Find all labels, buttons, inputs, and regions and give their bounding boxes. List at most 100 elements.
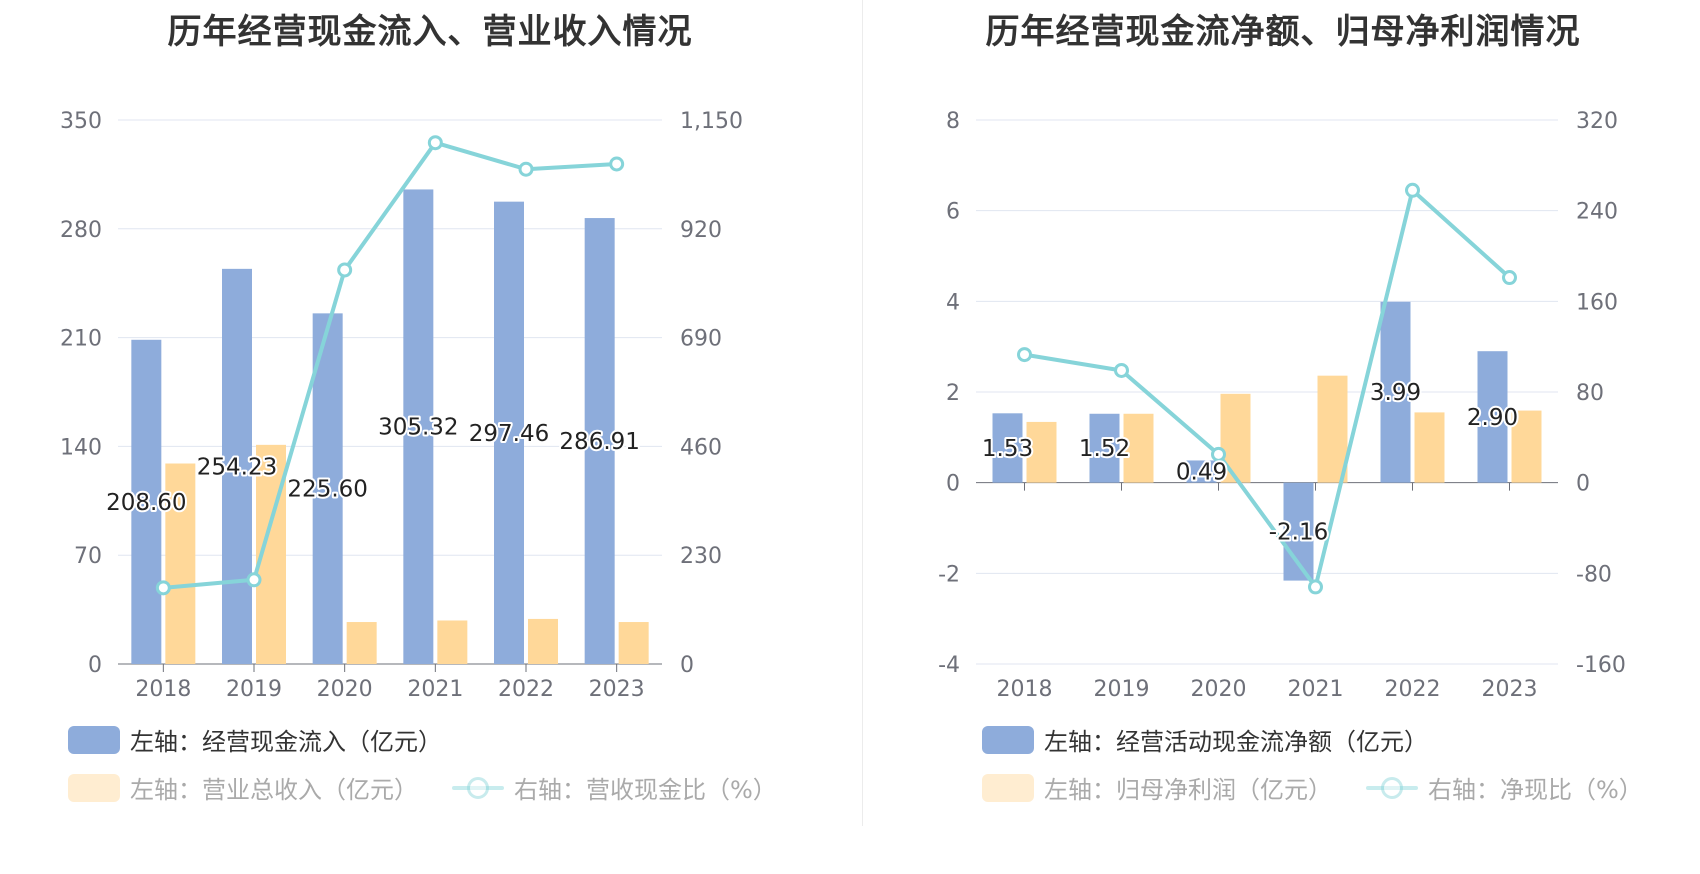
ratio-line [1024, 188, 1511, 589]
bar-data-label: 297.46 [469, 421, 549, 447]
right-axis-tick-label: 320 [1576, 109, 1618, 134]
x-axis-tick-label: 2022 [498, 677, 554, 702]
left-axis-tick-label: 280 [60, 218, 102, 243]
bar-primary [403, 189, 434, 664]
bar-data-label: 286.91 [559, 429, 639, 455]
right-axis-tick-label: 80 [1576, 381, 1604, 406]
legend-item-net-profit[interactable]: 左轴：归母净利润（亿元） [982, 770, 1332, 805]
right-axis-tick-label: 160 [1576, 290, 1618, 315]
bar-primary [494, 201, 524, 664]
ratio-point [1405, 182, 1420, 198]
legend-item-cash-ratio[interactable]: 右轴：营收现金比（%） [452, 770, 777, 805]
bar-secondary [1220, 393, 1251, 483]
legend-item-net-cash[interactable]: 左轴：经营活动现金流净额（亿元） [982, 722, 1428, 757]
legend-label: 左轴：经营活动现金流净额（亿元） [1044, 728, 1428, 756]
right-axis-tick-label: 240 [1576, 200, 1618, 225]
right-axis-tick-label: 1,150 [680, 109, 743, 134]
x-axis-tick-label: 2020 [1191, 677, 1247, 702]
legend-label: 右轴：净现比（%） [1428, 776, 1643, 804]
bar-primary [1089, 413, 1120, 483]
left-axis-tick-label: 140 [60, 435, 102, 460]
ratio-point [337, 262, 353, 278]
panel-divider [862, 0, 863, 826]
left-axis-tick-label: 0 [88, 653, 102, 678]
bar-primary [1477, 351, 1508, 483]
ratio-point [246, 572, 262, 588]
bar-primary [312, 313, 343, 664]
x-axis-tick-label: 2023 [589, 677, 645, 702]
x-axis-tick-label: 2022 [1385, 677, 1441, 702]
bar-secondary [1123, 413, 1154, 483]
bar-data-label: 254.23 [197, 454, 277, 480]
left-axis-tick-label: 210 [60, 327, 102, 352]
bar-secondary [346, 622, 377, 664]
bar-secondary [1026, 421, 1057, 483]
legend-label: 左轴：营业总收入（亿元） [130, 776, 418, 804]
right-axis-tick-label: 0 [1576, 472, 1590, 497]
left-axis-tick-label: 0 [946, 472, 960, 497]
right-axis-tick-label: 460 [680, 435, 722, 460]
bar-data-label: 1.52 [1079, 436, 1130, 462]
legend-row-1: 左轴：经营活动现金流净额（亿元） [982, 722, 1462, 757]
bar-primary [1380, 301, 1411, 483]
bar-data-label: 3.99 [1370, 380, 1421, 406]
bar-primary [584, 218, 615, 665]
right-axis-tick-label: 690 [680, 327, 722, 352]
right-axis-tick-label: 0 [680, 653, 694, 678]
bar-data-label: -2.16 [1269, 520, 1329, 546]
right-axis-tick-label: 920 [680, 218, 722, 243]
x-axis-tick-label: 2018 [135, 677, 191, 702]
chart-title: 历年经营现金流入、营业收入情况 [167, 12, 693, 52]
ratio-point [1114, 362, 1129, 378]
ratio-point [155, 580, 171, 596]
legend-swatch-net-cash [982, 725, 1034, 754]
ratio-point [427, 135, 443, 151]
legend-swatch-revenue [68, 773, 120, 802]
bar-data-label: 208.60 [106, 490, 186, 516]
legend-item-cash-inflow[interactable]: 左轴：经营现金流入（亿元） [68, 722, 442, 757]
legend-row-2: 左轴：营业总收入（亿元） 右轴：营收现金比（%） [68, 770, 811, 805]
ratio-point [1017, 347, 1032, 363]
x-axis-tick-label: 2019 [1094, 677, 1150, 702]
chart-panel-net-cash: 历年经营现金流净额、归母净利润情况 -4 -2 0 2 4 6 8 -160 -80 0 80 160… [866, 0, 1700, 874]
x-axis-tick-label: 2020 [317, 677, 373, 702]
bar-secondary [618, 622, 649, 664]
x-axis-tick-label: 2018 [997, 677, 1053, 702]
bar-primary [1186, 460, 1217, 483]
legend-row-2: 左轴：归母净利润（亿元） 右轴：净现比（%） [982, 770, 1677, 805]
right-axis-tick-label: -160 [1576, 653, 1626, 678]
left-axis-tick-label: -4 [938, 653, 960, 678]
legend-item-revenue[interactable]: 左轴：营业总收入（亿元） [68, 770, 418, 805]
bar-secondary [1414, 412, 1445, 483]
bar-data-label: 225.60 [287, 477, 367, 503]
chart-title: 历年经营现金流净额、归母净利润情况 [985, 12, 1581, 52]
ratio-point [518, 161, 534, 177]
bar-data-label: 1.53 [982, 436, 1033, 462]
ratio-point [1211, 446, 1226, 462]
legend-label: 右轴：营收现金比（%） [514, 776, 777, 804]
bar-primary [222, 268, 252, 664]
right-axis-tick-label: 230 [680, 544, 722, 569]
ratio-point [1308, 579, 1323, 595]
legend-label: 左轴：归母净利润（亿元） [1044, 776, 1332, 804]
legend-line-marker-icon [452, 774, 504, 802]
bar-secondary [1317, 375, 1348, 483]
ratio-line [163, 140, 617, 590]
left-axis-tick-label: 350 [60, 109, 102, 134]
x-axis-tick-label: 2021 [1288, 677, 1344, 702]
legend-label: 左轴：经营现金流入（亿元） [130, 728, 442, 756]
bar-secondary [165, 463, 196, 664]
legend-swatch-cash-inflow [68, 725, 120, 754]
right-axis-tick-label: -80 [1576, 562, 1612, 587]
chart-plot-cash-inflow: 0 70 140 210 280 350 0 230 460 690 920 1,150 2018 201… [60, 109, 743, 702]
left-axis-tick-label: 8 [946, 109, 960, 134]
legend-row-1: 左轴：经营现金流入（亿元） [68, 722, 476, 757]
bar-primary [131, 339, 162, 664]
x-axis-tick-label: 2021 [407, 677, 463, 702]
legend-item-net-cash-ratio[interactable]: 右轴：净现比（%） [1366, 770, 1643, 805]
left-axis-tick-label: 4 [946, 290, 960, 315]
chart-plot-net-cash: -4 -2 0 2 4 6 8 -160 -80 0 80 160 240 320 2018 2019 2020… [938, 109, 1626, 702]
left-axis-tick-label: -2 [938, 562, 960, 587]
chart-panel-cash-inflow: 历年经营现金流入、营业收入情况 0 70 140 210 280 350 0 230 460 69… [60, 12, 811, 805]
bar-secondary [437, 620, 468, 664]
